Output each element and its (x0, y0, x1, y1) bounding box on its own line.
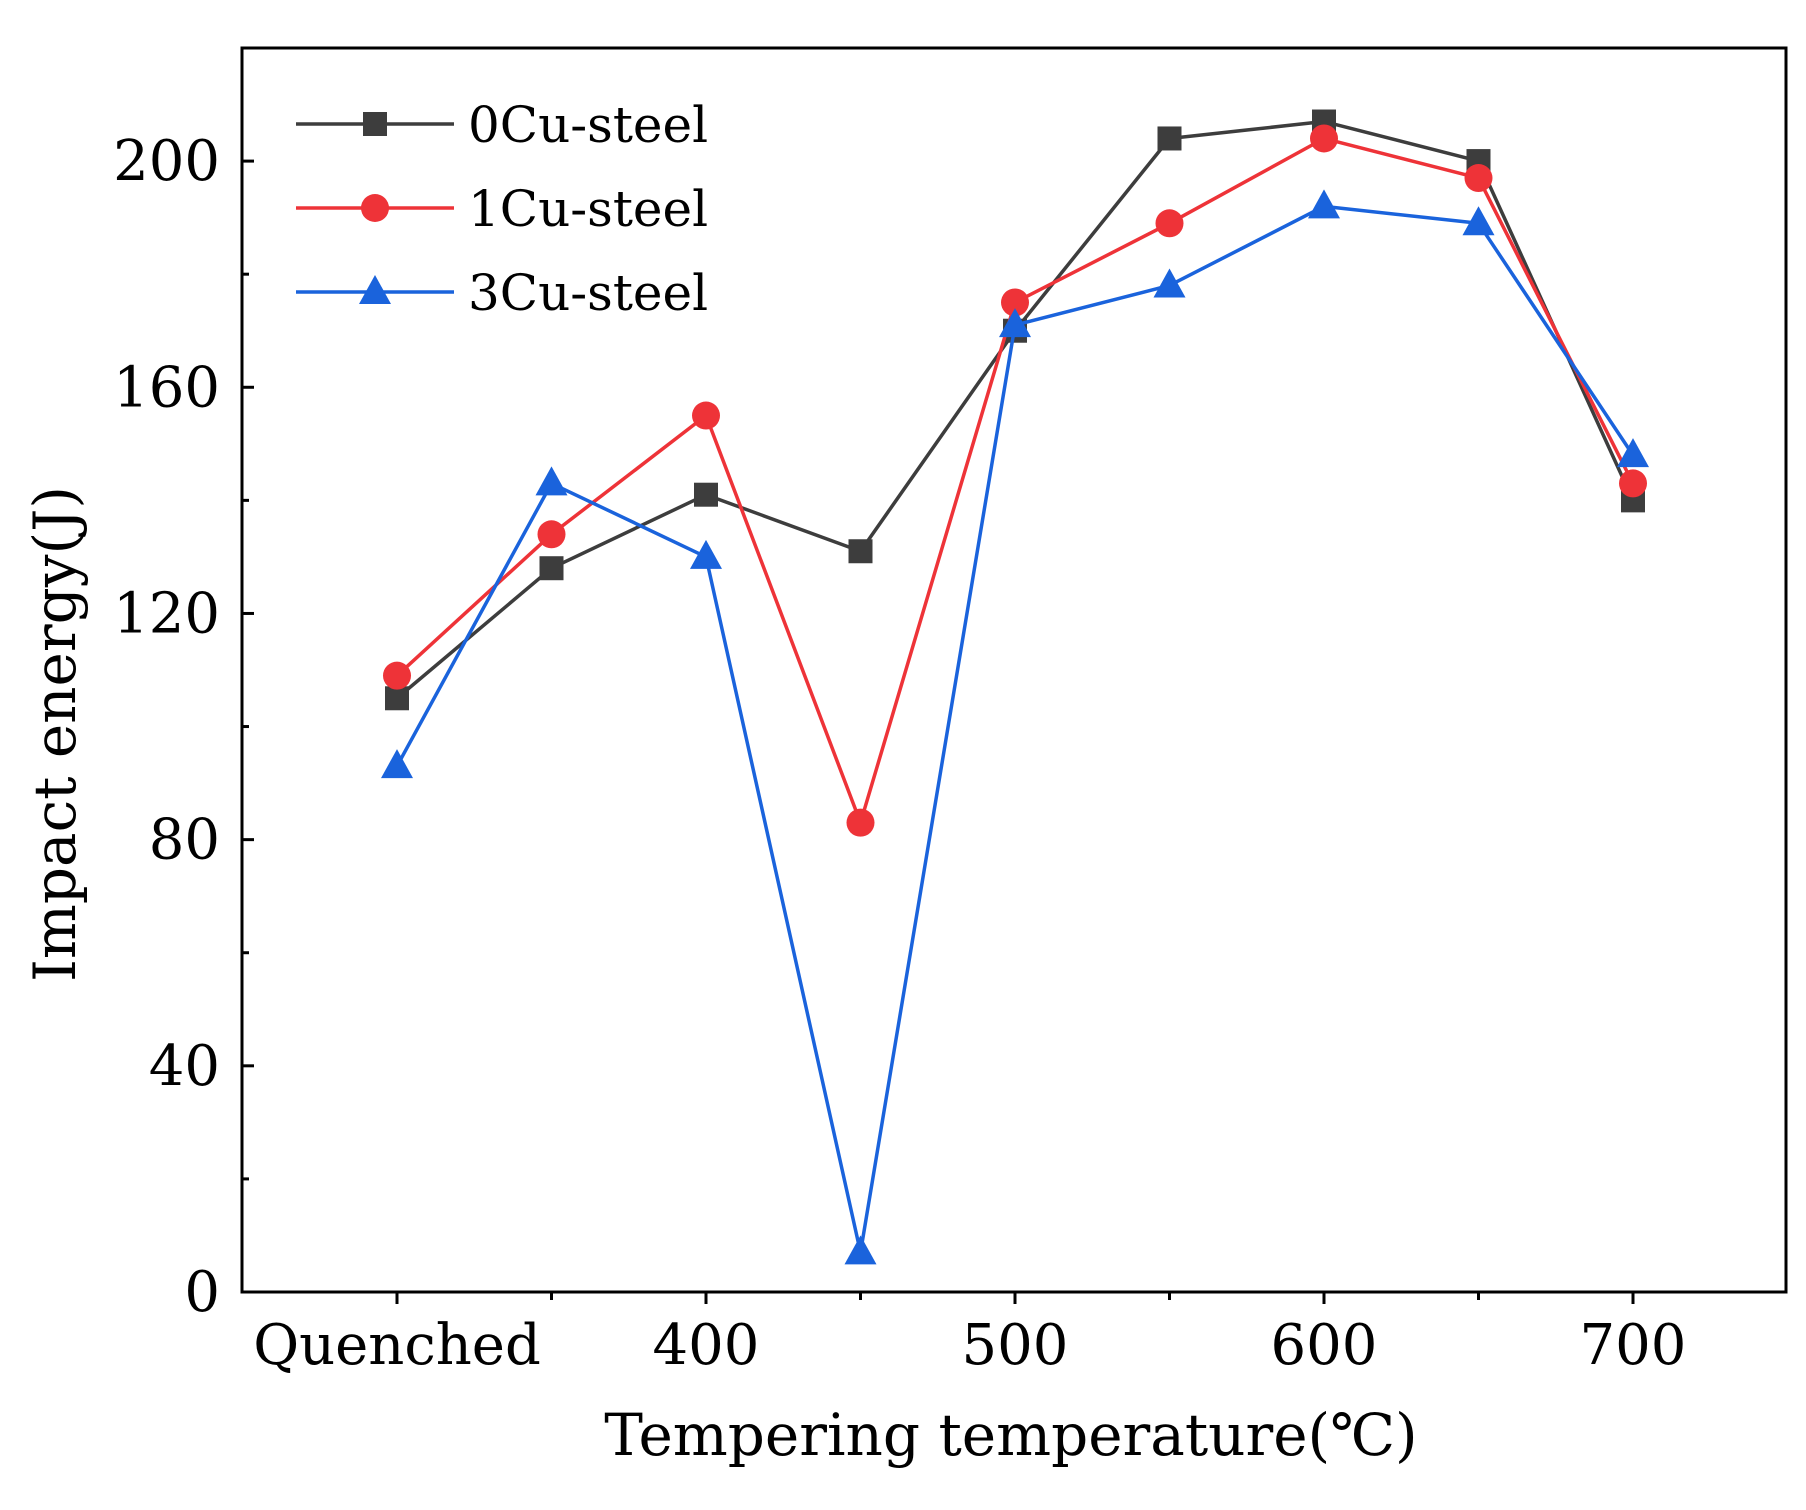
series-1Cu-steel (383, 124, 1647, 837)
x-tick-label: 500 (962, 1313, 1069, 1378)
y-tick-label: 200 (113, 129, 220, 194)
series-line (395, 136, 1635, 825)
legend: 0Cu-steel 1Cu-steel 3Cu-steel (296, 96, 708, 322)
x-tick-label: 400 (653, 1313, 760, 1378)
series-layer (381, 109, 1649, 1265)
legend-marker (359, 275, 391, 304)
data-point (690, 539, 722, 569)
data-point (844, 1235, 877, 1265)
data-point (1464, 164, 1493, 193)
x-tick-label: 700 (1580, 1313, 1687, 1378)
y-axis-title: Impact energy(J) (21, 486, 89, 982)
data-point (846, 808, 875, 837)
y-tick-label: 120 (113, 581, 220, 646)
x-tick-label: 600 (1271, 1313, 1378, 1378)
legend-item: 3Cu-steel (296, 264, 708, 322)
y-tick-label: 160 (113, 355, 220, 420)
data-point (1619, 469, 1647, 498)
data-point (1462, 206, 1495, 236)
legend-label: 1Cu-steel (468, 180, 708, 238)
data-point (537, 520, 566, 549)
legend-label: 3Cu-steel (468, 264, 708, 322)
legend-item: 1Cu-steel (296, 180, 708, 238)
data-point (1617, 438, 1649, 468)
legend-marker (363, 112, 387, 136)
legend-marker (361, 194, 389, 222)
x-tick-label: Quenched (253, 1313, 541, 1378)
data-point (1310, 124, 1338, 153)
data-point (383, 661, 411, 690)
data-point (848, 539, 873, 564)
data-point (539, 556, 564, 581)
data-point (385, 686, 409, 711)
y-tick-label: 80 (149, 808, 220, 873)
axes: 0 40 80 120 160 200 Quenched 400 500 600 700 (113, 46, 1788, 1378)
data-point (694, 482, 718, 507)
data-point (1155, 209, 1184, 238)
data-point (1157, 126, 1182, 151)
y-tick-label: 0 (184, 1260, 220, 1325)
data-point (1153, 268, 1186, 298)
series-line (395, 204, 1635, 1255)
data-point (535, 466, 568, 496)
data-point (381, 749, 413, 779)
data-point (1001, 288, 1029, 317)
x-axis-title: Tempering temperature(℃) (604, 1401, 1417, 1469)
y-tick-label: 40 (149, 1034, 220, 1099)
legend-item: 0Cu-steel (296, 96, 708, 154)
data-point (1308, 189, 1340, 219)
data-point (999, 308, 1031, 338)
data-point (692, 401, 720, 430)
legend-label: 0Cu-steel (468, 96, 708, 154)
series-3Cu-steel (381, 189, 1649, 1265)
